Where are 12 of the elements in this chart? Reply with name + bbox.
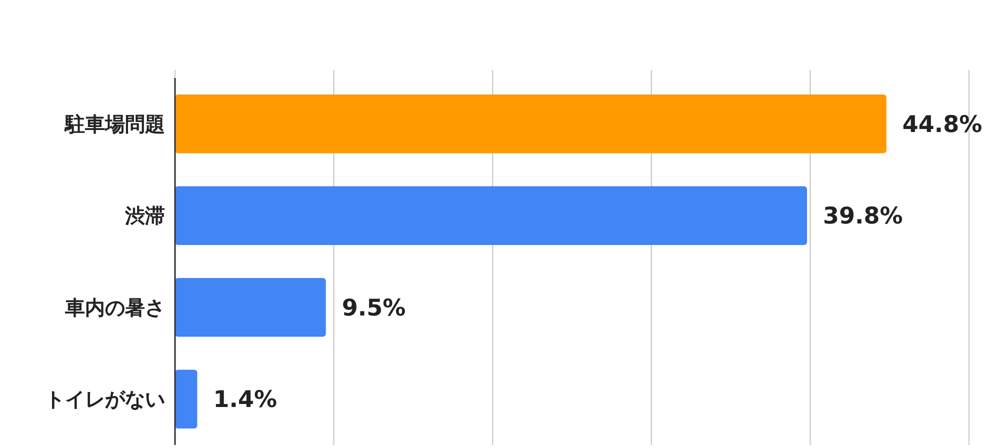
y-tick-label: 渋滞 [124, 204, 165, 228]
bar [175, 278, 326, 337]
bar [175, 370, 198, 428]
bar [175, 94, 886, 154]
data-label: 39.8% [823, 204, 903, 230]
bar [175, 186, 808, 245]
data-label: 44.8% [902, 112, 982, 138]
data-label: 9.5% [342, 295, 406, 322]
y-tick-label: 駐車場問題 [64, 112, 165, 136]
y-tick-label: 車内の暑さ [64, 295, 165, 320]
y-tick-label: トイレがない [45, 387, 165, 412]
data-label: 1.4% [213, 387, 278, 414]
